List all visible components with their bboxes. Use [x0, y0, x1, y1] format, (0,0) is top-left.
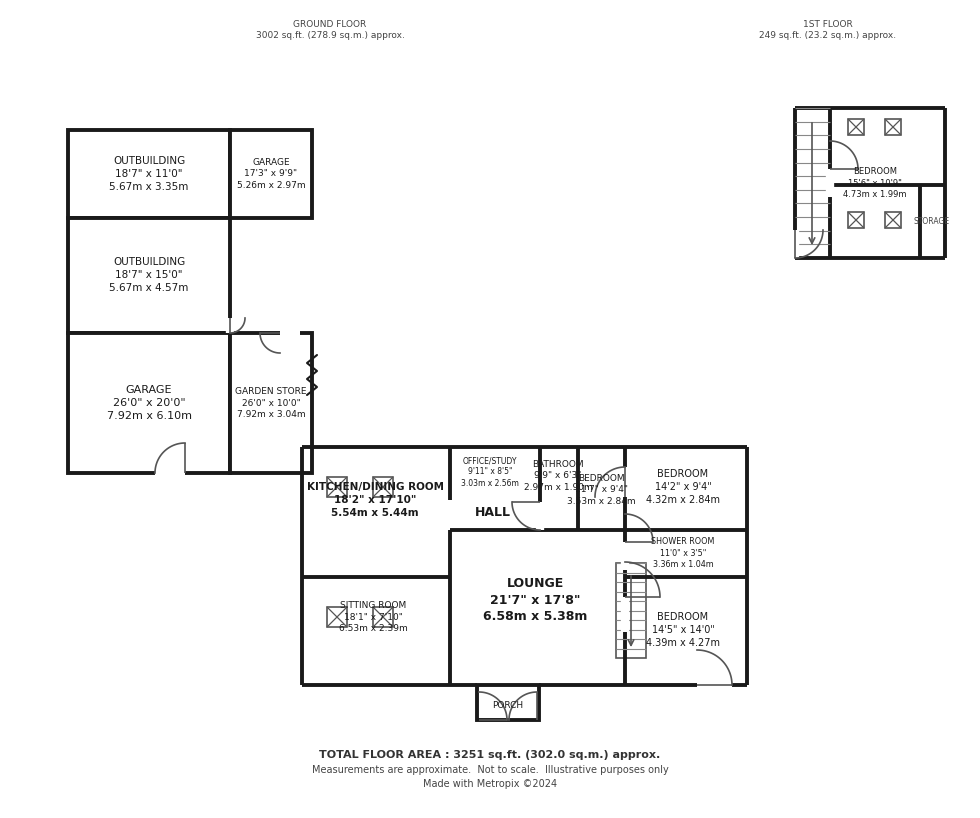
Bar — [848, 212, 864, 228]
Text: GROUND FLOOR
3002 sq.ft. (278.9 sq.m.) approx.: GROUND FLOOR 3002 sq.ft. (278.9 sq.m.) a… — [256, 20, 405, 40]
Text: OUTBUILDING
18'7" x 15'0"
5.67m x 4.57m: OUTBUILDING 18'7" x 15'0" 5.67m x 4.57m — [110, 257, 189, 293]
Bar — [477, 685, 539, 720]
Text: GARAGE
17'3" x 9'9"
5.26m x 2.97m: GARAGE 17'3" x 9'9" 5.26m x 2.97m — [237, 158, 306, 190]
Text: TOTAL FLOOR AREA : 3251 sq.ft. (302.0 sq.m.) approx.: TOTAL FLOOR AREA : 3251 sq.ft. (302.0 sq… — [319, 750, 661, 760]
Text: LOUNGE
21'7" x 17'8"
6.58m x 5.38m: LOUNGE 21'7" x 17'8" 6.58m x 5.38m — [483, 577, 587, 623]
Bar — [230, 333, 312, 473]
Bar — [68, 218, 230, 333]
Bar — [848, 119, 864, 135]
Text: GARDEN STORE
26'0" x 10'0"
7.92m x 3.04m: GARDEN STORE 26'0" x 10'0" 7.92m x 3.04m — [235, 387, 307, 419]
Text: HALL: HALL — [475, 506, 511, 519]
Bar — [373, 477, 393, 497]
Text: Made with Metropix ©2024: Made with Metropix ©2024 — [423, 779, 557, 789]
Text: BEDROOM
14'5" x 14'0"
4.39m x 4.27m: BEDROOM 14'5" x 14'0" 4.39m x 4.27m — [646, 612, 720, 648]
Bar — [327, 607, 347, 627]
Bar — [616, 563, 646, 658]
Bar — [68, 333, 230, 473]
Text: BATHROOM
9'9" x 6'3"
2.97m x 1.90m: BATHROOM 9'9" x 6'3" 2.97m x 1.90m — [523, 460, 592, 492]
Text: BEDROOM
11'7" x 9'4"
3.53m x 2.84m: BEDROOM 11'7" x 9'4" 3.53m x 2.84m — [566, 474, 635, 506]
Bar — [373, 607, 393, 627]
Text: Measurements are approximate.  Not to scale.  Illustrative purposes only: Measurements are approximate. Not to sca… — [312, 765, 668, 775]
Bar — [885, 119, 901, 135]
Bar — [68, 130, 230, 218]
Text: GARAGE
26'0" x 20'0"
7.92m x 6.10m: GARAGE 26'0" x 20'0" 7.92m x 6.10m — [107, 385, 191, 420]
Text: 1ST FLOOR
249 sq.ft. (23.2 sq.m.) approx.: 1ST FLOOR 249 sq.ft. (23.2 sq.m.) approx… — [760, 20, 897, 40]
Bar — [885, 212, 901, 228]
Text: STORAGE: STORAGE — [914, 217, 950, 226]
Text: SITTING ROOM
18'1" x 7'10"
6.53m x 2.39m: SITTING ROOM 18'1" x 7'10" 6.53m x 2.39m — [339, 601, 408, 633]
Text: BEDROOM
14'2" x 9'4"
4.32m x 2.84m: BEDROOM 14'2" x 9'4" 4.32m x 2.84m — [646, 470, 720, 505]
Text: KITCHEN/DINING ROOM
18'2" x 17'10"
5.54m x 5.44m: KITCHEN/DINING ROOM 18'2" x 17'10" 5.54m… — [307, 482, 444, 518]
Text: SHOWER ROOM
11'0" x 3'5"
3.36m x 1.04m: SHOWER ROOM 11'0" x 3'5" 3.36m x 1.04m — [652, 537, 714, 569]
Bar — [230, 130, 312, 218]
Text: OUTBUILDING
18'7" x 11'0"
5.67m x 3.35m: OUTBUILDING 18'7" x 11'0" 5.67m x 3.35m — [110, 156, 189, 191]
Text: PORCH: PORCH — [492, 700, 523, 709]
Text: BEDROOM
15'6" x 10'9"
4.73m x 1.99m: BEDROOM 15'6" x 10'9" 4.73m x 1.99m — [843, 167, 906, 199]
Text: OFFICE/STUDY
9'11" x 8'5"
3.03m x 2.56m: OFFICE/STUDY 9'11" x 8'5" 3.03m x 2.56m — [461, 456, 519, 488]
Bar — [327, 477, 347, 497]
